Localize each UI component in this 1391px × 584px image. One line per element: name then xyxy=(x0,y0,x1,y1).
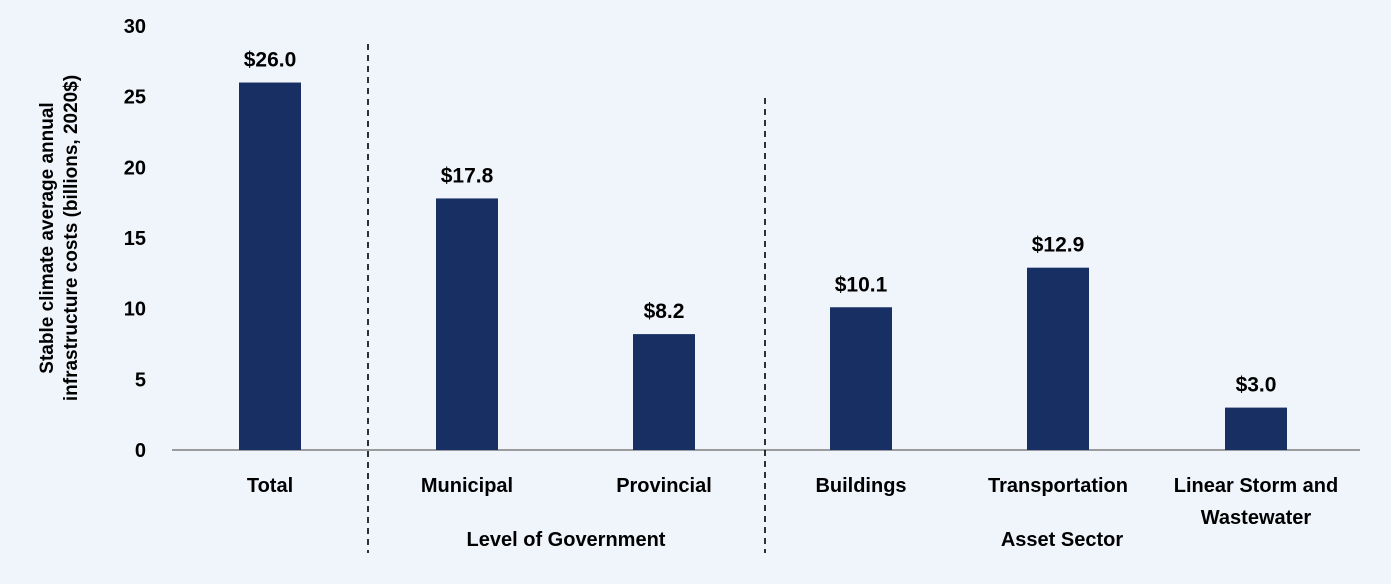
category-label: Wastewater xyxy=(1201,507,1312,529)
category-label: Municipal xyxy=(421,475,513,497)
y-tick-label: 30 xyxy=(124,16,146,38)
data-label: $12.9 xyxy=(1032,234,1085,257)
y-tick-label: 15 xyxy=(124,228,146,250)
category-label: Provincial xyxy=(616,475,712,497)
data-label: $10.1 xyxy=(835,273,888,296)
category-labels: Total Municipal Provincial Buildings Transpo… xyxy=(247,475,1338,529)
y-axis-title-line-2: infrastructure costs (billions, 2020$) xyxy=(61,75,82,401)
data-label: $17.8 xyxy=(441,164,494,187)
y-axis-title: Stable climate average annual infrastruc… xyxy=(37,75,82,401)
data-labels: $26.0 $17.8 $8.2 $10.1 $12.9 $3.0 xyxy=(244,49,1277,397)
y-tick-label: 25 xyxy=(124,87,146,109)
category-label: Linear Storm and xyxy=(1174,475,1338,497)
y-tick-label: 5 xyxy=(135,369,146,391)
category-label: Transportation xyxy=(988,475,1128,497)
category-label: Buildings xyxy=(815,475,906,497)
y-tick-label: 10 xyxy=(124,299,146,321)
data-label: $26.0 xyxy=(244,49,297,72)
bar xyxy=(1225,407,1287,450)
bars xyxy=(239,82,1287,451)
group-label-asset-sector: Asset Sector xyxy=(1001,529,1123,551)
group-label-level-of-government: Level of Government xyxy=(467,529,666,551)
category-label: Total xyxy=(247,475,293,497)
y-axis-title-line-1: Stable climate average annual xyxy=(37,102,58,373)
y-tick-label: 0 xyxy=(135,440,146,462)
bar xyxy=(436,198,498,450)
y-tick-label: 20 xyxy=(124,157,146,179)
bar xyxy=(1027,267,1089,450)
bar xyxy=(239,82,301,451)
data-label: $8.2 xyxy=(644,300,685,323)
bar xyxy=(633,334,695,450)
data-label: $3.0 xyxy=(1236,374,1277,397)
y-axis-ticks: 0 5 10 15 20 25 30 xyxy=(124,16,146,462)
bar xyxy=(830,307,892,450)
